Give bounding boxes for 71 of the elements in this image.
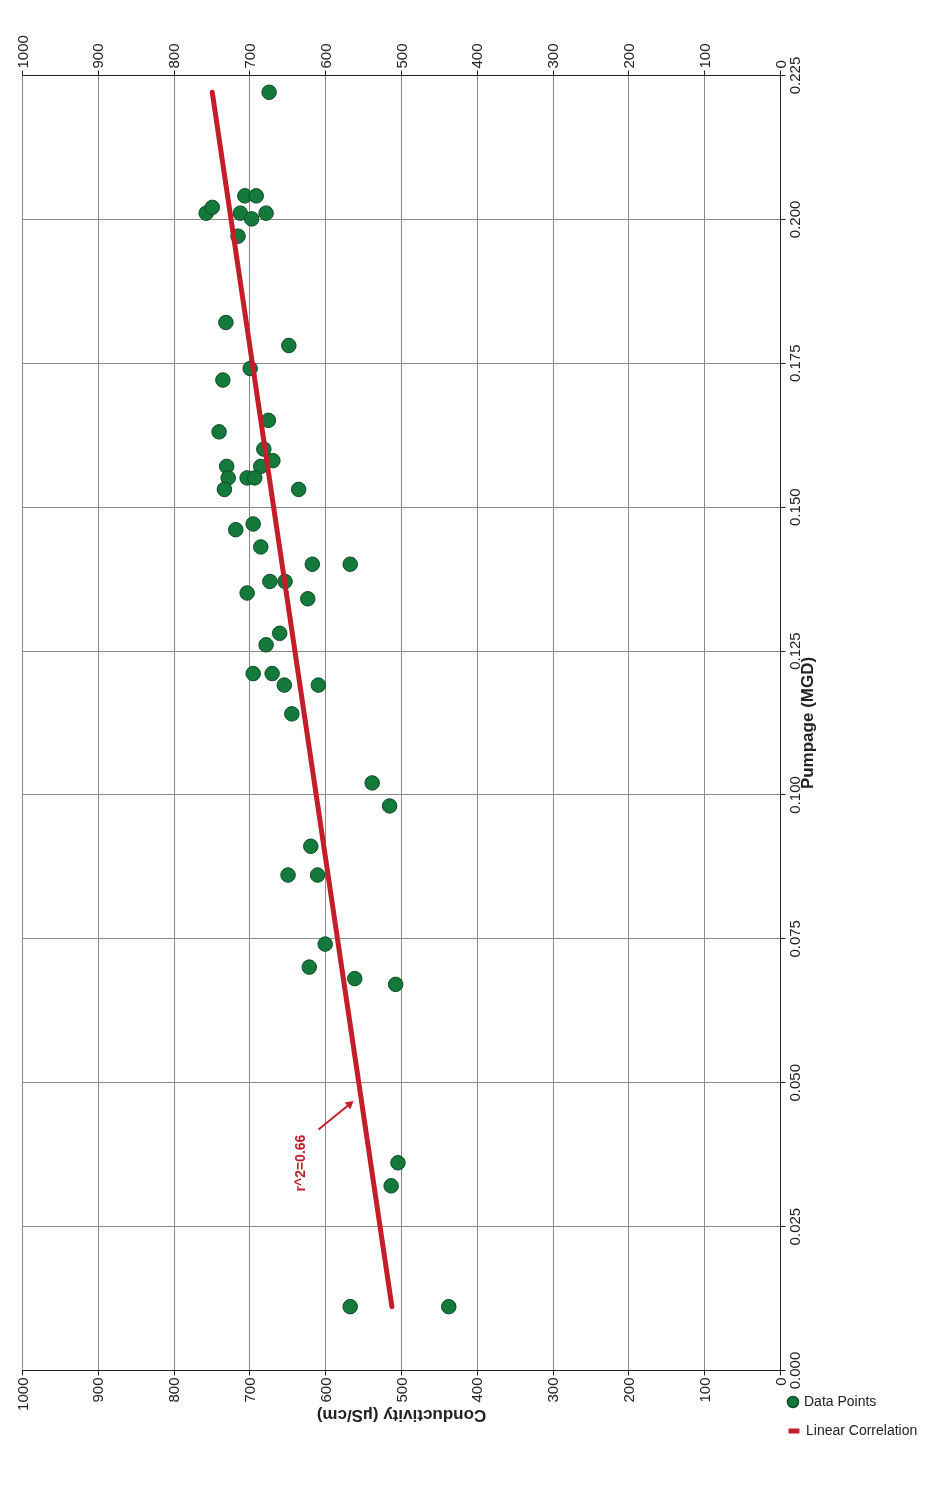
point	[303, 838, 319, 854]
point	[216, 481, 233, 498]
point	[264, 665, 280, 682]
point	[211, 424, 227, 440]
y-tick-label: 0.050	[785, 1063, 803, 1102]
x-tick-label: 900	[89, 1377, 107, 1403]
point	[300, 591, 316, 607]
x2-tick-label: 600	[316, 43, 334, 69]
x-tick-label: 300	[544, 1377, 562, 1403]
point	[271, 625, 288, 642]
point	[261, 84, 277, 100]
point	[309, 867, 326, 883]
point	[347, 970, 363, 987]
point	[387, 976, 404, 993]
legend-label: Data Points	[804, 1393, 877, 1409]
point	[290, 481, 307, 498]
y-tick-label: 0.175	[785, 344, 803, 383]
point	[258, 205, 274, 221]
x-tick-label: 1000	[13, 1377, 31, 1411]
x-tick-label: 400	[468, 1377, 486, 1403]
point	[441, 1298, 457, 1315]
point	[245, 665, 261, 682]
point	[280, 867, 296, 883]
y-tick-label: 0.025	[785, 1207, 803, 1246]
point	[218, 314, 234, 331]
y-tick-label: 0.200	[785, 200, 803, 239]
point	[276, 677, 293, 693]
point	[284, 706, 300, 722]
x2-tick-label: 300	[544, 43, 562, 69]
y-tick-label: 0.150	[785, 488, 803, 526]
point	[246, 470, 263, 486]
point	[310, 677, 327, 693]
x2-tick-label: 100	[695, 43, 713, 69]
point	[215, 372, 231, 388]
point	[317, 936, 333, 952]
point	[239, 585, 255, 601]
point	[342, 1298, 358, 1315]
x-tick-label: 100	[695, 1377, 713, 1403]
x-axis-title: Conductivity (µS/cm)	[316, 1405, 487, 1425]
x-tick-label: 500	[392, 1377, 410, 1403]
x-tick-label: 200	[619, 1377, 637, 1403]
point	[220, 470, 236, 486]
point	[342, 556, 358, 572]
point	[258, 637, 274, 653]
annotation: r^2=0.66	[291, 1134, 308, 1192]
point	[390, 1155, 406, 1171]
x2-tick-label: 800	[165, 43, 183, 69]
point	[228, 521, 244, 538]
x2-tick-label: 1000	[13, 35, 31, 69]
x-tick-label: 800	[165, 1377, 183, 1403]
point	[304, 556, 321, 572]
x-tick-label: 700	[240, 1377, 258, 1403]
y-tick-label: 0.075	[785, 920, 803, 958]
legend-label: Linear Correlation	[806, 1422, 918, 1438]
point	[245, 516, 261, 532]
point	[301, 959, 318, 975]
point	[262, 573, 278, 590]
point	[281, 337, 297, 354]
x2-tick-label: 400	[468, 43, 486, 69]
x2-tick-label: 500	[392, 43, 410, 69]
point	[248, 188, 264, 204]
x2-tick-label: 200	[619, 43, 637, 69]
point	[243, 211, 260, 227]
point	[381, 798, 398, 814]
x2-tick-label: 900	[89, 43, 107, 69]
point	[253, 539, 269, 555]
point	[383, 1178, 399, 1194]
x2-tick-label: 700	[240, 43, 258, 69]
point	[204, 199, 220, 216]
point	[364, 775, 380, 791]
x-tick-label: 600	[316, 1377, 334, 1403]
